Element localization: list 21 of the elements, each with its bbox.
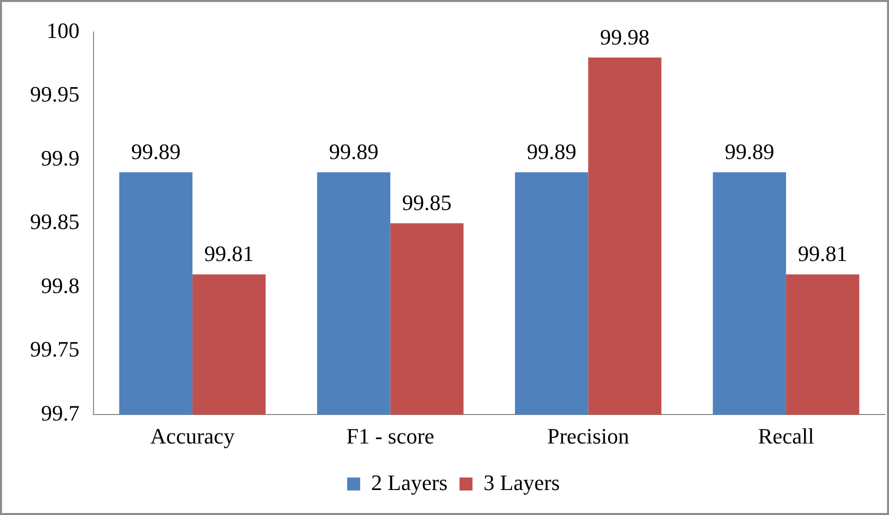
y-tick-label: 100: [46, 18, 80, 43]
x-tick-label: F1 - score: [346, 424, 434, 449]
legend-label: 2 Layers: [371, 470, 448, 495]
y-tick-label: 99.95: [30, 82, 80, 107]
data-label: 99.89: [131, 139, 181, 164]
data-label: 99.81: [204, 241, 254, 266]
data-label: 99.81: [798, 241, 848, 266]
x-tick-label: Accuracy: [150, 424, 235, 449]
data-label: 99.89: [328, 139, 378, 164]
y-tick-label: 99.8: [41, 272, 80, 298]
x-tick-label: Precision: [547, 424, 630, 449]
y-tick-label: 99.75: [30, 336, 80, 362]
data-label: 99.89: [724, 139, 774, 164]
data-label: 99.85: [402, 190, 452, 216]
data-label: 99.98: [600, 24, 650, 50]
y-tick-label: 99.85: [30, 209, 80, 234]
y-tick-label: 99.9: [41, 145, 80, 170]
x-tick-label: Recall: [758, 424, 814, 449]
legend-label: 3 Layers: [484, 470, 560, 495]
data-label: 99.89: [526, 139, 576, 164]
y-tick-label: 99.7: [41, 400, 80, 426]
